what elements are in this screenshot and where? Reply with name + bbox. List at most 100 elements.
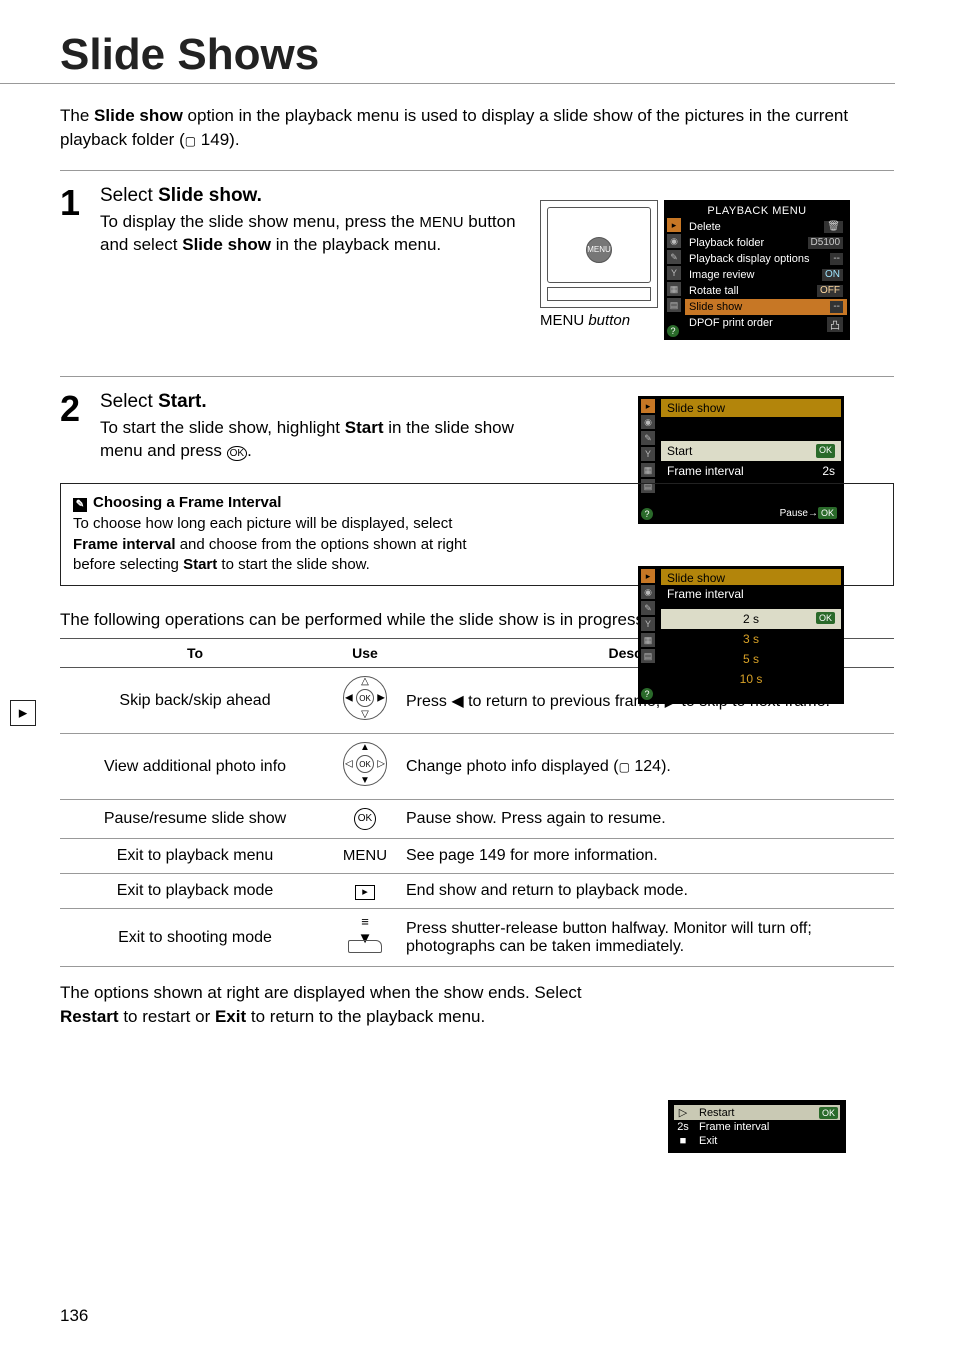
interval-option-row: 10 s [661, 669, 841, 689]
slide-show-menu-title: Slide show [661, 399, 841, 417]
dpad-icon: OK▲▼◁▷ [343, 742, 387, 786]
s2-b1: Start [345, 418, 384, 437]
tab-icon-3e: ▦ [641, 633, 655, 647]
playback-row-label: Delete [689, 221, 721, 233]
tip-image: ▸ ◉ ✎ Y ▦ ▤ Slide show Frame interval 2 … [638, 566, 848, 704]
playback-row-label: Playback display options [689, 253, 809, 265]
tip-title-text: Choosing a Frame Interval [93, 494, 281, 511]
interval-menu-title: Slide show [661, 569, 841, 585]
s2-t1: To start the slide show, highlight [100, 418, 345, 437]
interval-option-label: 5 s [743, 652, 759, 666]
col-use: Use [330, 639, 400, 668]
ops-use: MENU [330, 839, 400, 874]
book-icon: ▢ [185, 134, 196, 148]
table-row: Exit to playback menuMENUSee page 149 fo… [60, 839, 894, 874]
playback-menu-screen: PLAYBACK MENU ▸ ◉ ✎ Y ▦ ▤ Delete🗑Playbac… [664, 200, 850, 340]
d2: to return to previous frame, [464, 693, 665, 710]
recent-tab-icon: ▤ [667, 298, 681, 312]
playback-menu-title: PLAYBACK MENU [667, 203, 847, 219]
tab-icon-2b: ◉ [641, 415, 655, 429]
shutter-icon: ≡▼ [343, 917, 387, 953]
end-menu-symbol: ▷ [676, 1106, 690, 1119]
tab-icon-3d: Y [641, 617, 655, 631]
end-menu-label: Frame interval [699, 1121, 769, 1133]
ops-desc: Press shutter-release button halfway. Mo… [400, 909, 894, 967]
page-number: 136 [60, 1306, 88, 1326]
side-playback-tab: ▸ [10, 700, 36, 726]
playback-menu-row: Playback display options-- [685, 251, 847, 267]
ok-badge: OK [816, 444, 835, 458]
menu-button-caption: MENU button [540, 312, 658, 329]
menu-button-icon: MENU [586, 237, 612, 263]
frame-interval-value: 2s [822, 464, 835, 478]
tip-t3: to start the slide show. [217, 556, 370, 573]
ops-to: Pause/resume slide show [60, 800, 330, 839]
playback-row-badge: -- [830, 301, 843, 313]
ops-to: Skip back/skip ahead [60, 668, 330, 734]
ops-use: OK [330, 800, 400, 839]
s2-label: Select [100, 391, 158, 412]
end-t2: to restart or [119, 1007, 215, 1026]
retouch-tab-icon: ▦ [667, 282, 681, 296]
interval-option-label: 2 s [743, 612, 759, 626]
d1: Press [406, 693, 451, 710]
playback-menu-row: Rotate tallOFF [685, 283, 847, 299]
s2-label-bold: Start. [158, 391, 207, 412]
intro-paragraph: The Slide show option in the playback me… [60, 104, 894, 152]
ops-to: View additional photo info [60, 734, 330, 800]
s1-b: Slide show [182, 235, 271, 254]
ops-to: Exit to playback mode [60, 874, 330, 909]
step-2-number: 2 [60, 391, 100, 427]
ok-center-icon: OK [356, 689, 374, 707]
start-label: Start [667, 444, 692, 458]
ops-desc: End show and return to playback mode. [400, 874, 894, 909]
ops-use: ▸ [330, 874, 400, 909]
end-b2: Exit [215, 1007, 246, 1026]
playback-menu-row: Slide show-- [685, 299, 847, 315]
step-1-text: To display the slide show menu, press th… [100, 211, 520, 257]
s2-t3: . [247, 441, 252, 460]
tip-title: ✎Choosing a Frame Interval [73, 494, 881, 512]
intro-t1: The [60, 106, 94, 125]
playback-menu-row: Delete🗑 [685, 219, 847, 235]
end-text: The options shown at right are displayed… [60, 981, 640, 1029]
ok-button-icon: OK [354, 808, 376, 830]
d1: Change photo info displayed ( [406, 758, 619, 775]
step1-label-bold: Slide show. [158, 185, 262, 206]
table-row: View additional photo info OK▲▼◁▷ Change p… [60, 734, 894, 800]
dr: 124). [630, 758, 671, 775]
end-b1: Restart [60, 1007, 119, 1026]
interval-option-label: 3 s [743, 632, 759, 646]
frame-interval-label: Frame interval [667, 464, 744, 478]
playback-row-label: Image review [689, 269, 754, 281]
table-row: Exit to playback mode▸End show and retur… [60, 874, 894, 909]
table-row: Pause/resume slide showOKPause show. Pre… [60, 800, 894, 839]
camera-illustration: MENU [540, 200, 658, 308]
ops-use: ≡▼ [330, 909, 400, 967]
left-arrow-icon: ◀ [451, 693, 463, 710]
playback-row-label: DPOF print order [689, 317, 773, 332]
playback-row-badge: D5100 [808, 237, 843, 249]
start-row: Start OK [661, 441, 841, 461]
end-menu-row: 2s Frame interval [674, 1120, 840, 1134]
s1-t3: in the playback menu. [271, 235, 441, 254]
tip-b2: Start [183, 556, 217, 573]
step-1-number: 1 [60, 185, 100, 221]
ok-badge-option: OK [816, 612, 835, 624]
help-icon: ? [667, 325, 679, 337]
ops-desc: See page 149 for more information. [400, 839, 894, 874]
intro-bold: Slide show [94, 106, 183, 125]
end-menu-symbol: ■ [676, 1135, 690, 1147]
help-icon-3: ? [641, 688, 653, 700]
step-1-images: MENU MENU button PLAYBACK MENU ▸ ◉ ✎ Y ▦… [540, 200, 850, 340]
book-icon: ▢ [619, 760, 630, 774]
step1-label: Select [100, 185, 158, 206]
end-menu-symbol: 2s [676, 1121, 690, 1133]
tab-icon-3f: ▤ [641, 649, 655, 663]
end-menu-screen: ▷RestartOK2sFrame interval■Exit [668, 1100, 846, 1153]
play-tab-icon-3: ▸ [641, 569, 655, 583]
playback-row-badge: ON [822, 269, 843, 281]
tip-text: To choose how long each picture will be … [73, 514, 473, 575]
step-2-text: To start the slide show, highlight Start… [100, 417, 520, 463]
playback-menu-row: Image review ON [685, 267, 847, 283]
